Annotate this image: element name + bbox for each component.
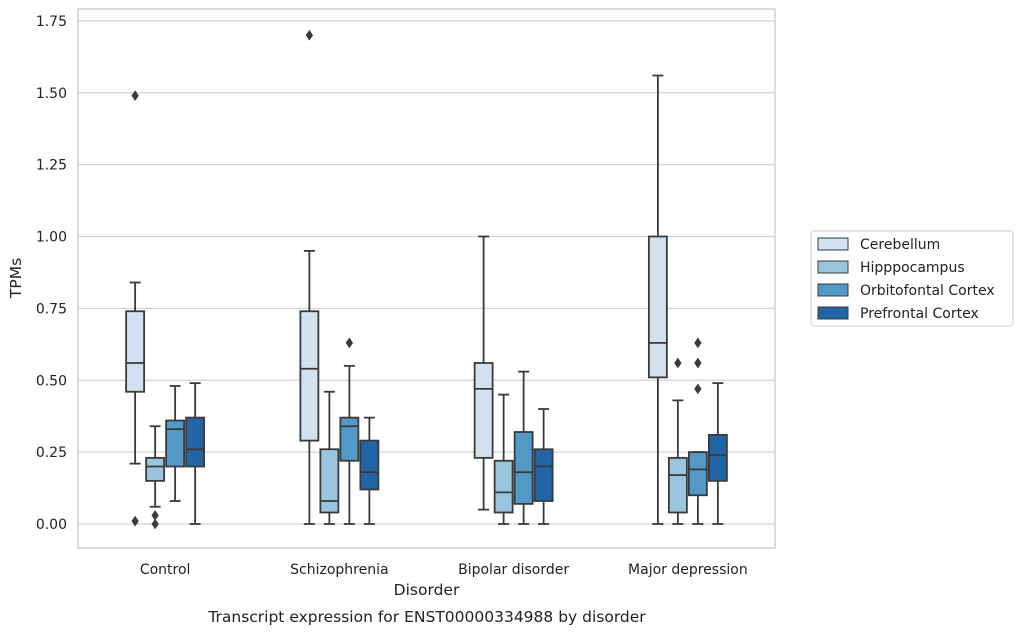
outlier-point: [674, 357, 682, 369]
legend: Cerebellum Hipppocampus Orbitofontal Corte…: [810, 230, 1014, 327]
outlier-point: [131, 515, 139, 527]
box-group: [299, 29, 320, 525]
box-group: [359, 416, 380, 525]
box: [533, 448, 554, 502]
box: [473, 362, 494, 459]
legend-item: Hipppocampus: [817, 260, 965, 276]
y-tick-label: 0.25: [36, 445, 67, 461]
box-group: [493, 393, 514, 525]
outlier-point: [694, 337, 702, 349]
outlier-point: [305, 29, 314, 41]
box: [339, 416, 360, 462]
box: [707, 433, 728, 482]
box-layer: [125, 29, 728, 530]
box-group: [647, 74, 668, 525]
legend-item: Cerebellum: [817, 237, 940, 253]
box: [359, 439, 380, 491]
legend-frame: [810, 230, 1014, 327]
plot-area-frame: [77, 8, 776, 549]
box-group: [533, 408, 554, 525]
box-group: [339, 337, 360, 525]
legend-swatch: [817, 306, 849, 320]
box-group: [687, 337, 708, 525]
box: [125, 310, 146, 393]
y-tick-label: 0.00: [36, 517, 67, 533]
legend-item: Prefrontal Cortex: [817, 306, 979, 322]
y-tick-label: 1.75: [36, 14, 67, 30]
y-tick-labels: 0.00 0.25 0.50 0.75 1.00 1.25 1.50 1.75: [36, 14, 67, 533]
x-tick-label: Bipolar disorder: [458, 562, 569, 578]
box: [185, 416, 206, 468]
legend-label: Cerebellum: [860, 237, 940, 253]
figure-caption: Transcript expression for ENST0000033498…: [207, 608, 646, 626]
outlier-point: [131, 90, 139, 102]
box-group: [319, 390, 340, 525]
box-group: [513, 370, 534, 525]
y-tick-label: 1.25: [36, 158, 67, 174]
box: [667, 456, 688, 514]
y-tick-label: 0.50: [36, 373, 67, 389]
y-axis-label: TPMs: [7, 258, 25, 299]
box: [513, 431, 534, 505]
y-tick-label: 0.75: [36, 301, 67, 317]
outlier-point: [345, 337, 354, 349]
outlier-point: [694, 383, 702, 395]
legend-label: Orbitofontal Cortex: [860, 283, 995, 299]
box-group: [165, 385, 186, 502]
outlier-point: [151, 518, 159, 530]
legend-item: Orbitofontal Cortex: [817, 283, 995, 299]
x-tick-labels: Control Schizophrenia Bipolar disorder Majo…: [140, 562, 748, 578]
x-tick-label: Schizophrenia: [290, 562, 388, 578]
legend-swatch: [817, 237, 849, 251]
box: [687, 451, 708, 497]
outlier-point: [694, 357, 702, 369]
box: [319, 448, 340, 514]
box-group: [185, 382, 206, 525]
legend-swatch: [817, 260, 849, 274]
x-tick-label: Control: [140, 562, 191, 578]
box: [299, 310, 320, 442]
legend-label: Hipppocampus: [860, 260, 965, 276]
box: [493, 459, 514, 514]
x-axis-label: Disorder: [394, 581, 460, 599]
box: [145, 456, 166, 482]
legend-items: Cerebellum Hipppocampus Orbitofontal Corte…: [817, 237, 995, 322]
box-group: [707, 382, 728, 525]
box-group: [473, 235, 494, 511]
box-group: [667, 357, 688, 525]
box: [165, 419, 186, 468]
y-tick-label: 1.00: [36, 230, 67, 246]
legend-label: Prefrontal Cortex: [860, 306, 979, 322]
legend-swatch: [817, 283, 849, 297]
box: [647, 235, 668, 379]
box-group: [125, 90, 146, 527]
x-tick-label: Major depression: [628, 562, 748, 578]
box-group: [145, 425, 166, 530]
y-tick-label: 1.50: [36, 86, 67, 102]
